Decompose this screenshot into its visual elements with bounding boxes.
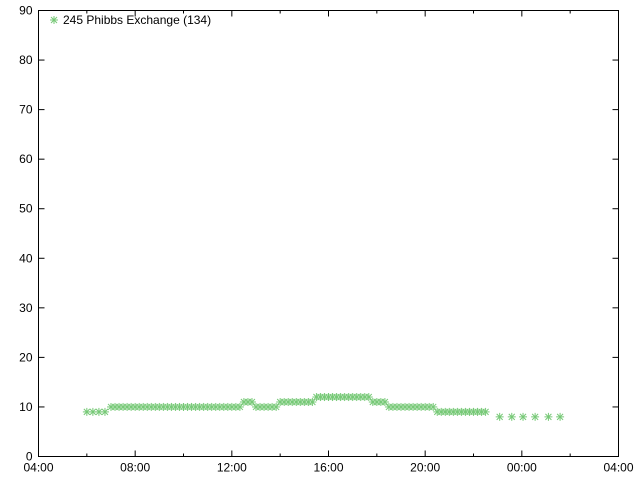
- data-point: [519, 412, 528, 421]
- data-point: [364, 393, 373, 402]
- x-tick-label: 04:00: [23, 461, 53, 475]
- x-tick-label: 20:00: [410, 461, 440, 475]
- y-tick-label: 40: [19, 251, 33, 265]
- x-axis: 04:00 08:00 12:00 16:00 20:00 00:00 04:00: [23, 10, 634, 475]
- data-point: [481, 407, 490, 416]
- y-tick-label: 90: [19, 4, 33, 18]
- y-tick-label: 80: [19, 53, 33, 67]
- x-tick-label: 12:00: [217, 461, 247, 475]
- y-tick-label: 0: [26, 450, 33, 464]
- y-axis: 0 10 20 30 40 50 60 70 80 90: [19, 4, 619, 464]
- data-point: [272, 402, 281, 411]
- data-point: [556, 412, 565, 421]
- data-point: [235, 402, 244, 411]
- legend-marker-star: [50, 16, 58, 24]
- x-tick-label: 16:00: [313, 461, 343, 475]
- data-point: [507, 412, 516, 421]
- data-point: [495, 412, 504, 421]
- data-point: [100, 407, 109, 416]
- data-point: [247, 397, 256, 406]
- y-tick-label: 20: [19, 350, 33, 364]
- y-tick-label: 50: [19, 202, 33, 216]
- y-tick-label: 60: [19, 152, 33, 166]
- data-points: [82, 393, 565, 421]
- y-tick-label: 70: [19, 103, 33, 117]
- data-point: [429, 402, 438, 411]
- plot-border: [38, 10, 619, 457]
- x-tick-label: 04:00: [603, 461, 633, 475]
- data-point: [308, 397, 317, 406]
- y-tick-label: 30: [19, 301, 33, 315]
- y-tick-label: 10: [19, 400, 33, 414]
- x-tick-label: 00:00: [507, 461, 537, 475]
- legend-label: 245 Phibbs Exchange (134): [63, 13, 211, 27]
- data-point: [380, 397, 389, 406]
- legend: 245 Phibbs Exchange (134): [50, 13, 211, 27]
- x-tick-label: 08:00: [120, 461, 150, 475]
- legend-marker-icon: [50, 16, 58, 24]
- data-point: [531, 412, 540, 421]
- data-point: [544, 412, 553, 421]
